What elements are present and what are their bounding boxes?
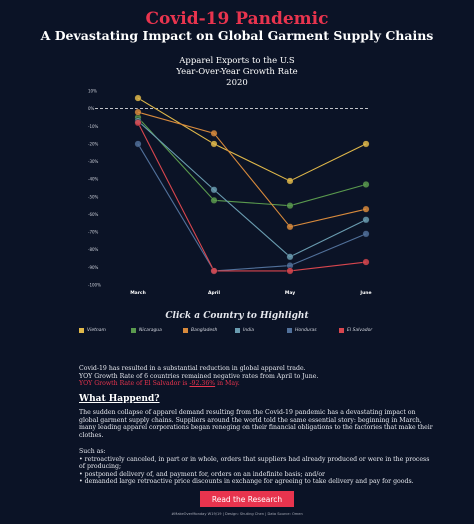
legend-label: Nicaragua [139,328,162,333]
y-tick-label: -70% [88,230,99,235]
x-tick-label-may: May [285,290,295,296]
data-point-india [210,186,218,194]
legend-swatch [183,328,188,333]
data-point-el-salvador [362,258,370,266]
page-title: Covid-19 Pandemic [145,9,329,29]
data-point-vietnam [134,94,142,102]
data-point-bangladesh [362,205,370,213]
y-tick-label: -30% [88,159,99,164]
data-point-bangladesh [134,108,142,116]
data-point-india [286,253,294,261]
what-happened-heading: What Happend? [79,394,160,404]
data-point-honduras [362,230,370,238]
summary-line-3-prefix: YOY Growth Rate of El Salvador is [79,380,190,388]
x-tick-label-april: April [208,290,220,296]
summary-line-1: Covid-19 has resulted in a substantial r… [79,365,306,372]
legend-label: Honduras [295,328,317,333]
chart-title-line-3: 2020 [226,78,248,88]
data-point-honduras [134,140,142,148]
page-subtitle: A Devastating Impact on Global Garment S… [40,28,434,43]
such-as-block: Such as: • retroactively canceled, in pa… [79,448,434,486]
data-point-vietnam [362,140,370,148]
data-point-el-salvador [286,267,294,275]
legend-swatch [131,328,136,333]
summary-line-3: YOY Growth Rate of El Salvador is -92.36… [79,380,434,388]
y-tick-label: -80% [88,247,99,252]
legend-label: El Salvador [347,328,373,333]
series-line-vietnam [137,97,367,182]
legend-item-vietnam[interactable]: Vietnam [79,328,106,333]
series-line-honduras [137,143,367,272]
summary-line-2: YOY Growth Rate of 6 countries remained … [79,372,319,380]
y-tick-label: -50% [88,194,99,199]
legend-item-bangladesh[interactable]: Bangladesh [183,328,217,333]
legend-label: Vietnam [87,328,106,333]
such-as-label: Such as: [79,448,106,455]
series-line-bangladesh [137,111,367,228]
highlight-prompt: Click a Country to Highlight [165,311,309,321]
bullet-1: • retroactively canceled, in part or in … [79,455,430,471]
series-line-india [137,120,367,258]
y-tick-label: -10% [88,124,99,129]
chart-title-line-2: Year-Over-Year Growth Rate [176,67,298,77]
x-tick-label-june: June [359,290,371,296]
country-legend: Vietnam Nicaragua Bangladesh India Honduras E… [79,328,439,338]
legend-label: Bangladesh [191,328,218,333]
data-point-el-salvador [134,119,142,127]
legend-item-el-salvador[interactable]: El Salvador [339,328,372,333]
data-point-nicaragua [286,202,294,210]
y-tick-label: -100% [88,283,101,288]
x-tick-label-march: March [130,290,146,296]
legend-label: India [243,328,255,333]
legend-item-honduras[interactable]: Honduras [287,328,317,333]
legend-item-india[interactable]: India [235,328,254,333]
data-point-bangladesh [286,223,294,231]
y-tick-label: -90% [88,265,99,270]
series-line-el-salvador [137,122,367,272]
data-point-vietnam [210,140,218,148]
y-tick-label: -20% [88,141,99,146]
bullet-2: • postponed delivery of, and payment for… [79,470,325,478]
series-line-nicaragua [137,117,367,207]
read-research-button[interactable]: Read the Research [200,491,294,507]
y-tick-label: -60% [88,212,99,217]
data-point-nicaragua [210,196,218,204]
legend-swatch [235,328,240,333]
bullet-3: • demanded large retroactive price disco… [79,478,414,486]
legend-swatch [79,328,84,333]
data-point-nicaragua [362,180,370,188]
summary-line-3-suffix: in May. [215,380,240,388]
y-tick-label: 10% [88,89,97,94]
chart-title-line-1: Apparel Exports to the U.S [179,56,295,66]
legend-swatch [287,328,292,333]
what-happened-paragraph: The sudden collapse of apparel demand re… [79,409,433,439]
legend-swatch [339,328,344,333]
credits: #MakeOverMonday W19/19 | Design: Shuting… [171,512,303,516]
y-tick-label: 0% [88,106,95,111]
data-point-el-salvador [210,267,218,275]
summary-text: Covid-19 has resulted in a substantial r… [79,365,434,388]
data-point-india [362,216,370,224]
legend-item-nicaragua[interactable]: Nicaragua [131,328,162,333]
summary-line-3-value: -92.36% [189,380,216,388]
data-point-bangladesh [210,129,218,137]
line-chart: 10% 0% -10% -20% -30% -40% -50% -60% -70% -80% -90… [88,89,372,297]
y-tick-label: -40% [88,177,99,182]
data-point-vietnam [286,177,294,185]
chart-title: Apparel Exports to the U.S Year-Over-Yea… [0,56,474,89]
